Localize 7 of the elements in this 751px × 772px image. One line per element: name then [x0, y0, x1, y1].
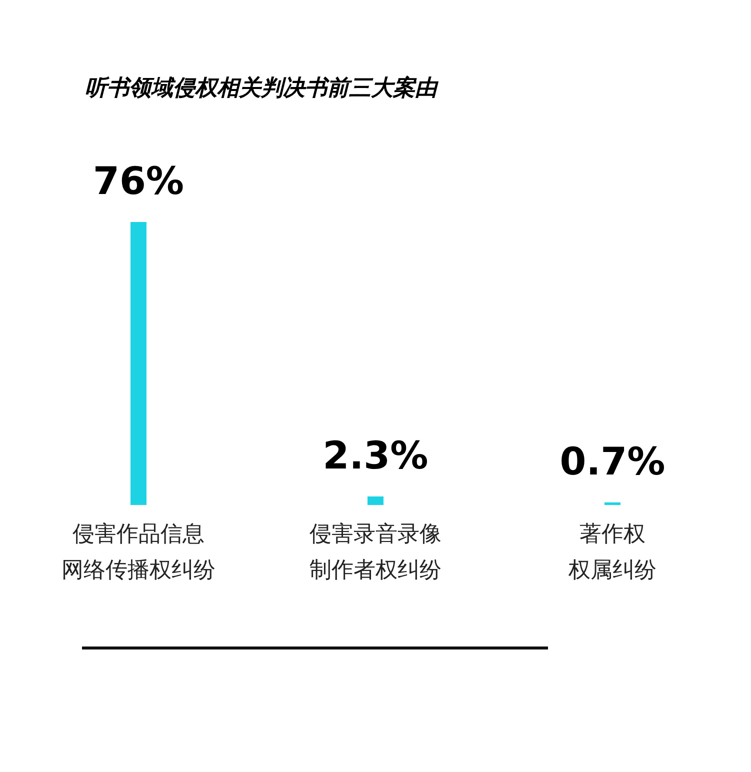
x-tick-label: 著作权权属纠纷	[568, 522, 656, 583]
x-tick-label: 侵害录音录像制作者权纠纷	[310, 522, 442, 583]
data-label: 2.3%	[322, 433, 428, 478]
data-label: 0.7%	[560, 439, 666, 484]
x-tick-label: 侵害作品信息网络传播权纠纷	[62, 522, 216, 583]
chart-title: 听书领域侵权相关判决书前三大案由	[85, 75, 439, 101]
data-label: 76%	[93, 159, 184, 203]
